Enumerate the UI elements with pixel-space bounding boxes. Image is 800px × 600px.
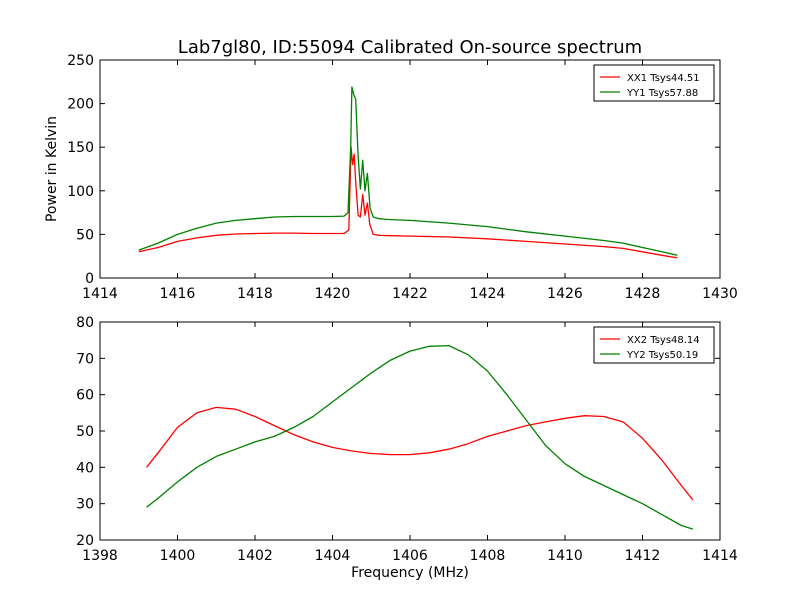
x-tick-label: 1414 <box>702 548 738 564</box>
y-tick-label: 50 <box>76 227 94 243</box>
y-tick-label: 150 <box>67 140 94 156</box>
x-tick-label: 1420 <box>315 286 351 302</box>
x-tick-label: 1414 <box>82 286 118 302</box>
x-tick-label: 1418 <box>237 286 273 302</box>
legend-label: YY2 Tsys50.19 <box>626 350 698 361</box>
y-tick-label: 40 <box>76 460 94 476</box>
y-tick-label: 70 <box>76 351 94 367</box>
bottom-spectrum-panel: 1398 1400 1402 1404 1406 1408 1410 1412 1414 20 30… <box>76 315 738 564</box>
y-tick-label: 100 <box>67 184 94 200</box>
x-tick-label: 1426 <box>547 286 583 302</box>
legend-label: XX2 Tsys48.14 <box>627 335 700 346</box>
x-tick-label: 1430 <box>702 286 738 302</box>
y-tick-label: 20 <box>76 533 94 549</box>
y-tick-label: 250 <box>67 53 94 69</box>
x-tick-label: 1398 <box>82 548 118 564</box>
legend-box <box>593 326 715 364</box>
y-axis-label: Power in Kelvin <box>44 116 60 222</box>
legend-box <box>593 64 715 102</box>
x-tick-label: 1404 <box>315 548 351 564</box>
x-tick-label: 1400 <box>160 548 196 564</box>
legend: XX2 Tsys48.14 YY2 Tsys50.19 <box>593 326 715 364</box>
x-axis-label: Frequency (MHz) <box>351 565 469 581</box>
y-tick-label: 60 <box>76 388 94 404</box>
legend: XX1 Tsys44.51 YY1 Tsys57.88 <box>593 64 715 102</box>
x-tick-label: 1422 <box>392 286 428 302</box>
top-spectrum-panel: 1414 1416 1418 1420 1422 1424 1426 1428 1430 0 50 1… <box>67 53 738 302</box>
x-tick-label: 1416 <box>160 286 196 302</box>
x-tick-label: 1428 <box>625 286 661 302</box>
y-tick-label: 80 <box>76 315 94 331</box>
series-line-1-0 <box>145 406 694 501</box>
series-line-0-0 <box>138 146 678 259</box>
x-tick-label: 1424 <box>470 286 506 302</box>
y-tick-label: 0 <box>85 271 94 287</box>
y-tick-label: 50 <box>76 424 94 440</box>
series-line-1-1 <box>146 344 694 530</box>
x-tick-label: 1406 <box>392 548 428 564</box>
y-tick-label: 200 <box>67 97 94 113</box>
legend-label: XX1 Tsys44.51 <box>627 73 700 84</box>
x-tick-label: 1410 <box>547 548 583 564</box>
x-tick-label: 1402 <box>237 548 273 564</box>
x-tick-label: 1408 <box>470 548 506 564</box>
y-tick-label: 30 <box>76 497 94 513</box>
x-tick-label: 1412 <box>625 548 661 564</box>
figure-title: Lab7gl80, ID:55094 Calibrated On-source … <box>178 37 642 58</box>
legend-label: YY1 Tsys57.88 <box>626 88 698 99</box>
series-line-0-1 <box>138 86 678 256</box>
